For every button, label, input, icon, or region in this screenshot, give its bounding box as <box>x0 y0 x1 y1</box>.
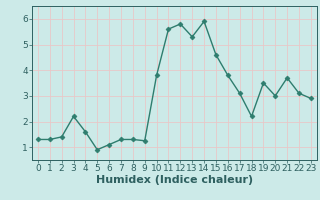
X-axis label: Humidex (Indice chaleur): Humidex (Indice chaleur) <box>96 175 253 185</box>
